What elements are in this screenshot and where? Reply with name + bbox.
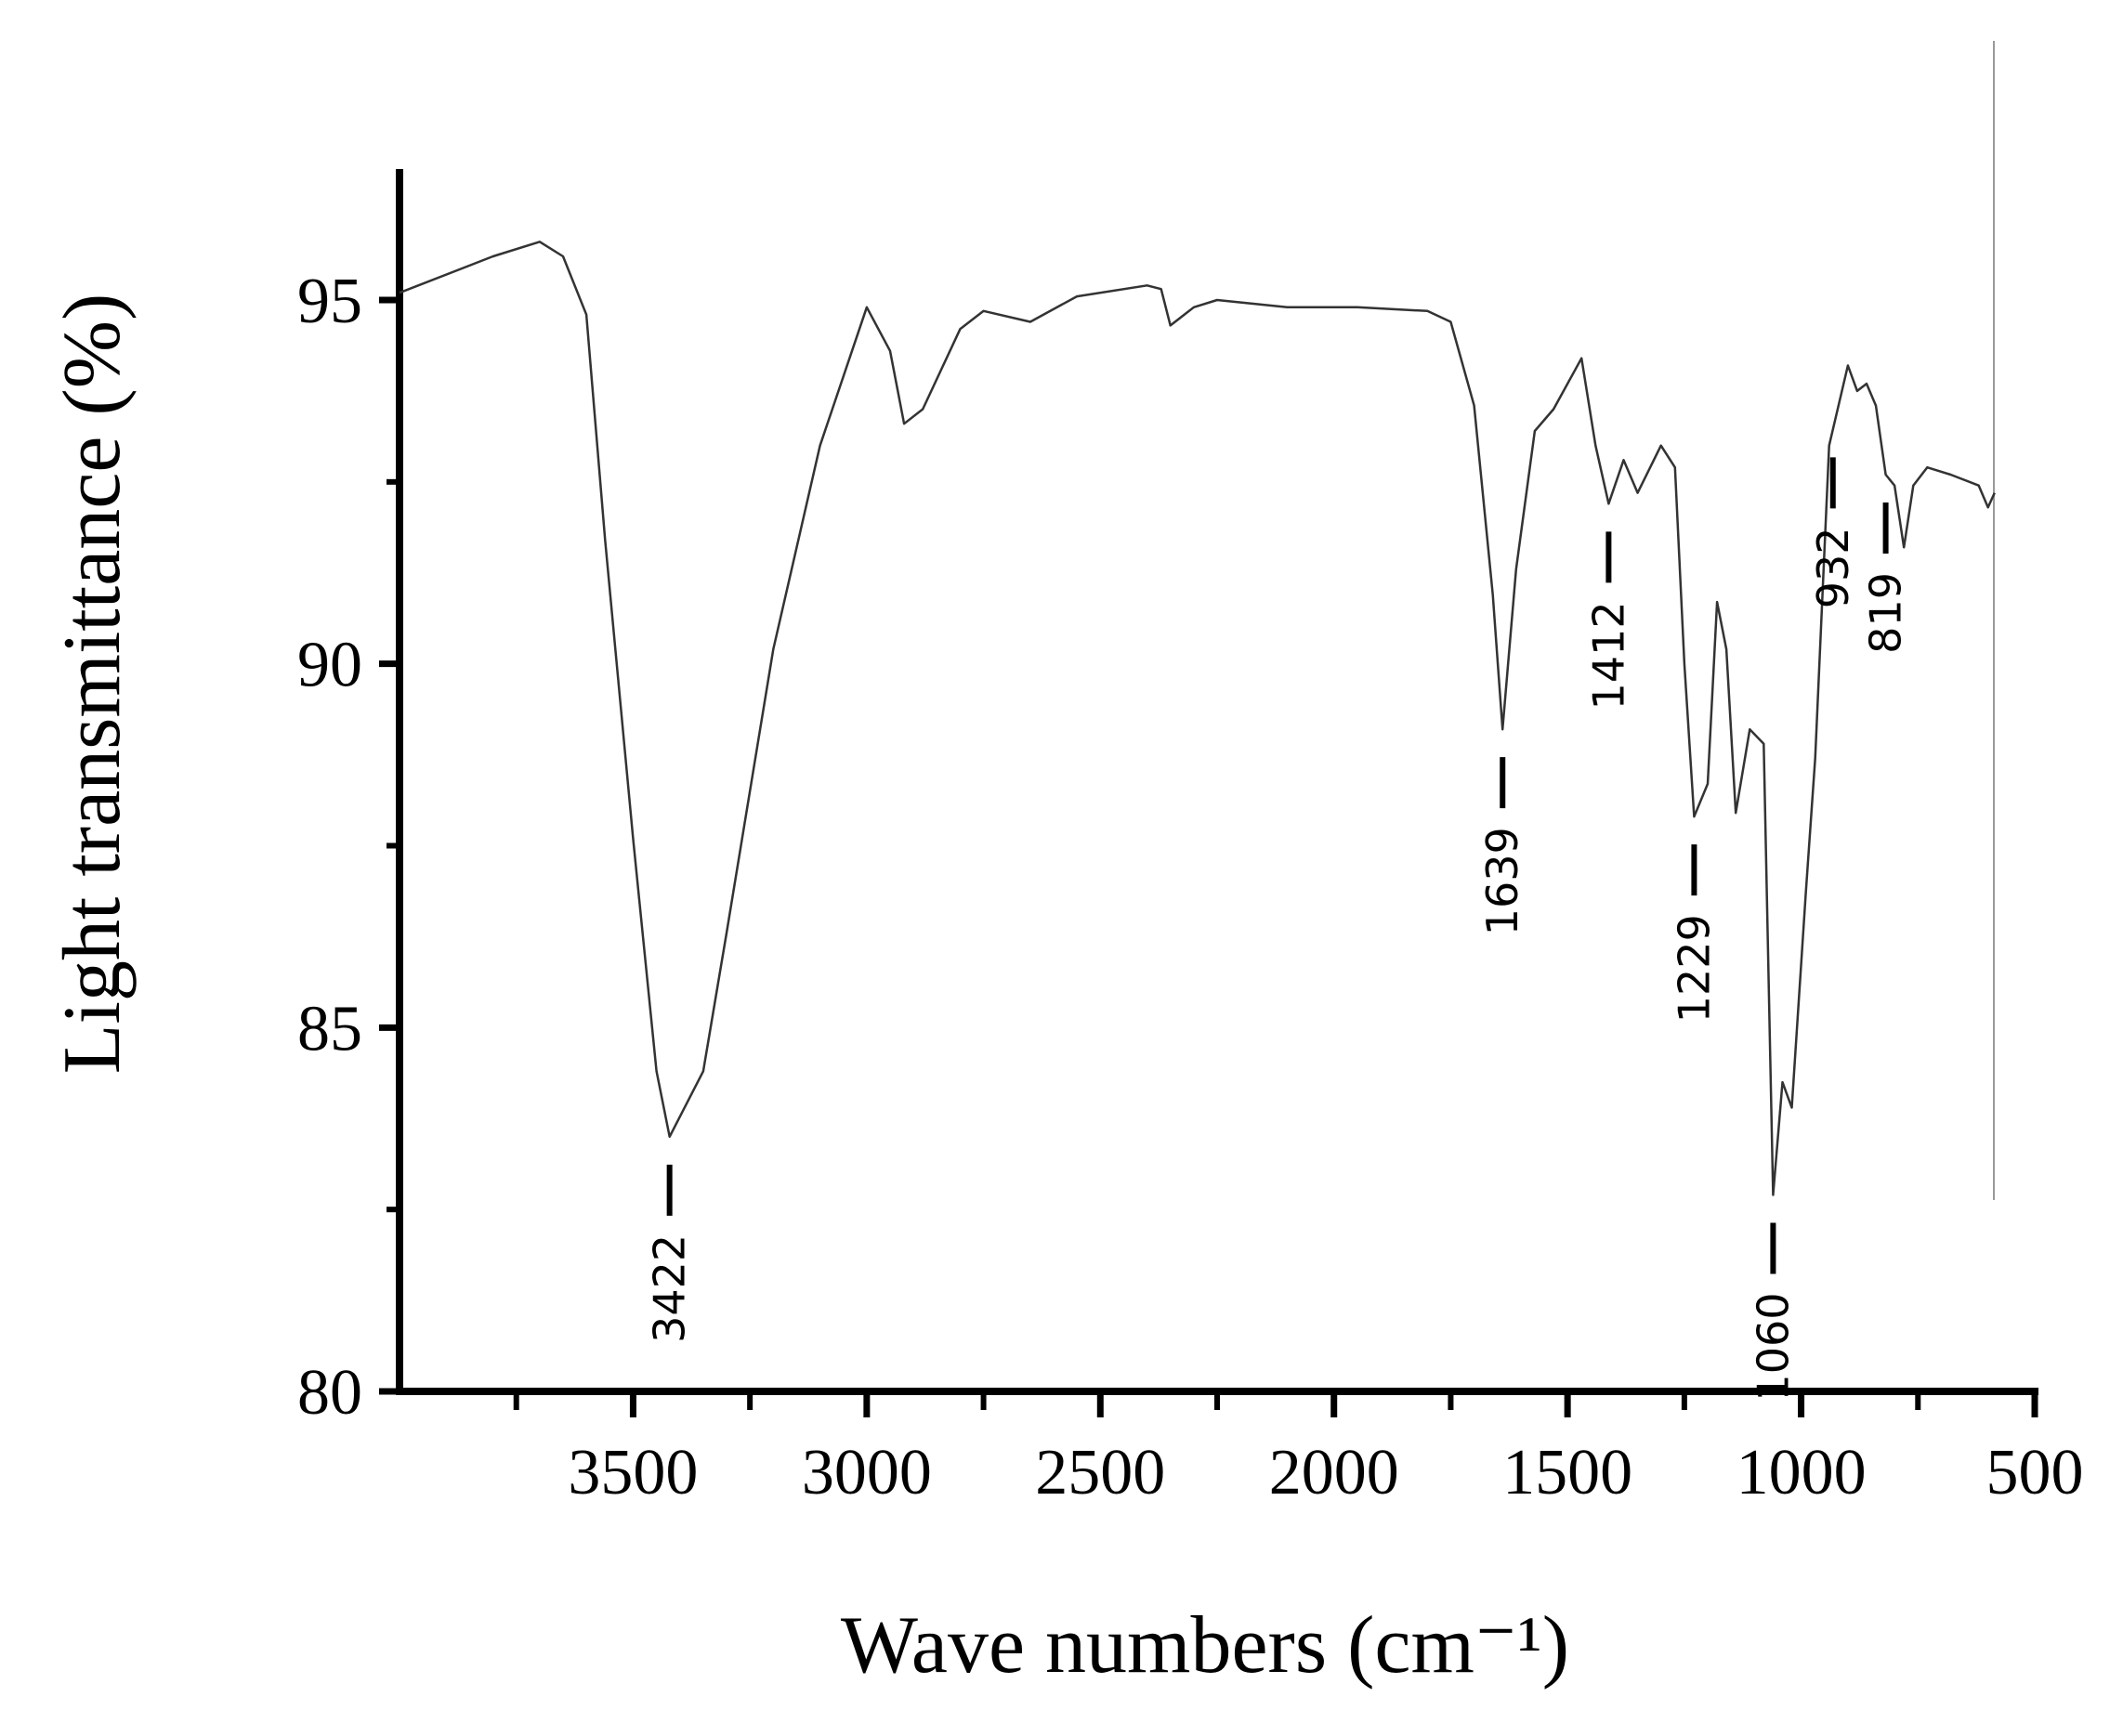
x-tick-label: 1000 bbox=[1736, 1437, 1867, 1508]
x-tick-label: 2500 bbox=[1035, 1437, 1165, 1508]
x-tick-label: 3500 bbox=[568, 1437, 698, 1508]
x-axis-title: Wave numbers (cm⁻¹) bbox=[841, 1600, 1569, 1690]
y-tick-label: 85 bbox=[297, 993, 362, 1064]
y-axis-title: Light transmittance (%) bbox=[47, 294, 138, 1075]
peak-label: 1229 bbox=[1669, 914, 1719, 1023]
peak-label: 819 bbox=[1861, 572, 1911, 654]
x-tick-label: 1500 bbox=[1502, 1437, 1632, 1508]
y-tick-label: 80 bbox=[297, 1357, 362, 1429]
spectrum-line bbox=[399, 241, 1996, 1196]
x-tick-label: 2000 bbox=[1269, 1437, 1399, 1508]
peak-label: 1412 bbox=[1583, 601, 1633, 710]
peak-label: 3422 bbox=[645, 1234, 695, 1343]
x-tick-label: 500 bbox=[1986, 1437, 2084, 1508]
peak-label: 1639 bbox=[1477, 827, 1527, 935]
y-tick-label: 95 bbox=[297, 266, 362, 337]
peak-label: 1060 bbox=[1748, 1293, 1798, 1402]
y-tick-label: 90 bbox=[297, 630, 362, 701]
peak-label: 932 bbox=[1808, 527, 1858, 608]
x-tick-label: 3000 bbox=[802, 1437, 932, 1508]
